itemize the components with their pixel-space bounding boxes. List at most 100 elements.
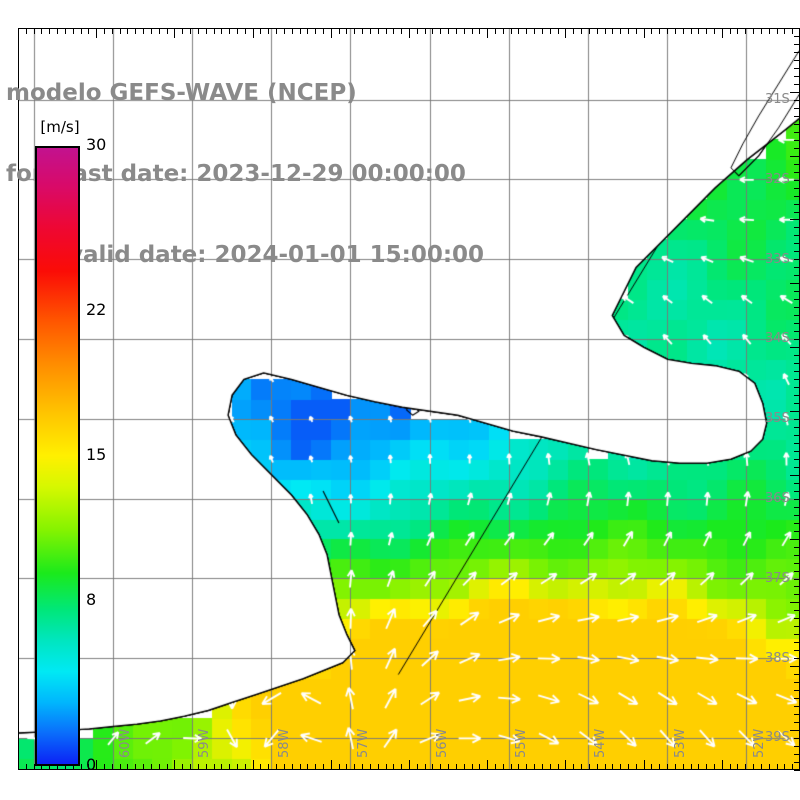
latitude-label-31S: 31S	[765, 92, 790, 107]
tick-mark	[135, 764, 137, 770]
tick-mark	[362, 764, 364, 770]
tick-mark	[794, 307, 800, 309]
tick-mark	[794, 339, 800, 341]
tick-mark	[143, 28, 145, 34]
tick-mark	[794, 706, 800, 708]
tick-mark	[635, 28, 637, 34]
tick-mark	[643, 28, 645, 38]
tick-mark	[794, 618, 800, 620]
tick-mark	[573, 764, 575, 770]
tick-mark	[549, 764, 551, 770]
tick-mark	[197, 28, 199, 34]
colorbar-label-30: 30	[86, 135, 107, 154]
tick-mark	[794, 402, 800, 404]
tick-mark	[794, 522, 800, 524]
tick-mark	[385, 764, 387, 770]
tick-mark	[794, 578, 800, 580]
tick-mark	[753, 28, 755, 34]
axis-ticks-bottom	[18, 760, 800, 770]
tick-mark	[205, 764, 207, 770]
tick-mark	[790, 91, 800, 93]
tick-mark	[790, 666, 800, 668]
tick-mark	[487, 28, 489, 38]
longitude-label-58W: 58W	[276, 728, 292, 758]
tick-mark	[794, 546, 800, 548]
tick-mark	[794, 355, 800, 357]
tick-mark	[57, 28, 59, 34]
tick-mark	[794, 610, 800, 612]
tick-mark	[794, 682, 800, 684]
latitude-label-36S: 36S	[765, 491, 790, 506]
tick-mark	[721, 760, 723, 770]
tick-mark	[213, 28, 215, 34]
tick-mark	[72, 28, 74, 34]
tick-mark	[182, 28, 184, 34]
map-plot-area[interactable]	[18, 28, 800, 770]
tick-mark	[401, 764, 403, 770]
tick-mark	[158, 28, 160, 34]
tick-mark	[794, 115, 800, 117]
tick-mark	[236, 764, 238, 770]
latitude-label-33S: 33S	[765, 251, 790, 267]
tick-mark	[487, 760, 489, 770]
tick-mark	[790, 602, 800, 604]
tick-mark	[471, 764, 473, 770]
tick-mark	[182, 764, 184, 770]
tick-mark	[690, 764, 692, 770]
tick-mark	[565, 28, 567, 38]
tick-mark	[111, 28, 113, 34]
tick-mark	[322, 28, 324, 34]
tick-mark	[416, 28, 418, 34]
tick-mark	[794, 514, 800, 516]
tick-mark	[377, 764, 379, 770]
tick-mark	[158, 764, 160, 770]
tick-mark	[794, 251, 800, 253]
tick-mark	[369, 764, 371, 770]
tick-mark	[794, 75, 800, 77]
tick-mark	[213, 764, 215, 770]
tick-mark	[315, 764, 317, 770]
tick-mark	[221, 28, 223, 34]
tick-mark	[794, 754, 800, 756]
tick-mark	[794, 690, 800, 692]
tick-mark	[409, 28, 410, 38]
tick-mark	[463, 764, 465, 770]
tick-mark	[291, 764, 293, 770]
tick-mark	[88, 764, 90, 770]
tick-mark	[354, 28, 356, 34]
wind-speed-heatmap-canvas[interactable]	[18, 28, 800, 770]
tick-mark	[64, 28, 66, 34]
tick-mark	[620, 28, 622, 34]
tick-mark	[448, 28, 450, 34]
tick-mark	[424, 764, 426, 770]
latitude-label-35S: 35S	[765, 411, 790, 427]
tick-mark	[794, 634, 800, 636]
longitude-label-57W: 57W	[355, 728, 371, 758]
tick-mark	[432, 28, 434, 34]
tick-mark	[72, 764, 74, 770]
wind-speed-colorbar[interactable]: [m/s] 30 22 15 8 0	[30, 118, 126, 774]
tick-mark	[299, 28, 301, 34]
colorbar-label-0: 0	[86, 755, 97, 774]
tick-mark	[729, 28, 731, 34]
tick-mark	[604, 28, 606, 34]
tick-mark	[794, 434, 800, 436]
tick-mark	[315, 28, 317, 34]
tick-mark	[135, 28, 137, 34]
tick-mark	[346, 28, 348, 34]
tick-mark	[737, 764, 739, 770]
tick-mark	[25, 28, 27, 34]
tick-mark	[479, 28, 481, 34]
longitude-label-54W: 54W	[593, 728, 609, 758]
colorbar-unit-label: [m/s]	[40, 118, 80, 136]
tick-mark	[794, 714, 800, 716]
tick-mark	[794, 195, 800, 197]
tick-mark	[143, 764, 145, 770]
tick-mark	[794, 235, 800, 237]
tick-mark	[794, 562, 800, 564]
tick-mark	[794, 267, 800, 269]
tick-mark	[401, 28, 403, 34]
longitude-label-52W: 52W	[751, 728, 767, 758]
tick-mark	[330, 28, 332, 38]
tick-mark	[416, 764, 418, 770]
